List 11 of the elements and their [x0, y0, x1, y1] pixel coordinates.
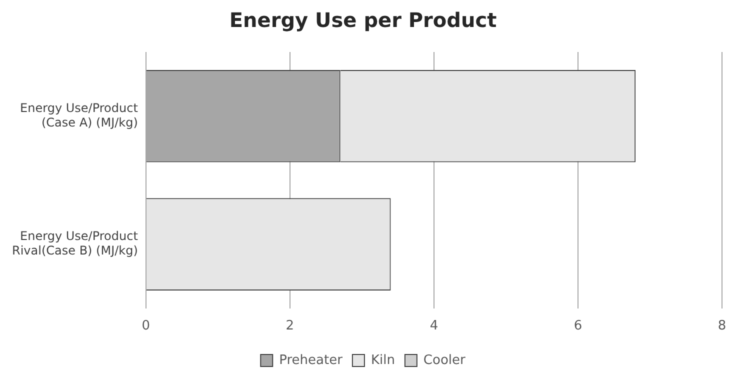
legend-label: Preheater: [279, 352, 344, 368]
x-tick-label: 4: [430, 318, 438, 334]
legend-label: Cooler: [423, 352, 466, 368]
x-tick-label: 8: [718, 318, 726, 334]
x-tick-label: 0: [142, 318, 150, 334]
y-tick-label: Energy Use/Product Rival(Case B) (MJ/kg): [12, 229, 138, 258]
x-tick-label: 2: [286, 318, 294, 334]
x-tick-label: 6: [574, 318, 582, 334]
chart-title: Energy Use per Product: [229, 8, 498, 32]
legend-label: Kiln: [370, 352, 395, 368]
y-tick-label: Energy Use/Product (Case A) (MJ/kg): [20, 101, 138, 130]
